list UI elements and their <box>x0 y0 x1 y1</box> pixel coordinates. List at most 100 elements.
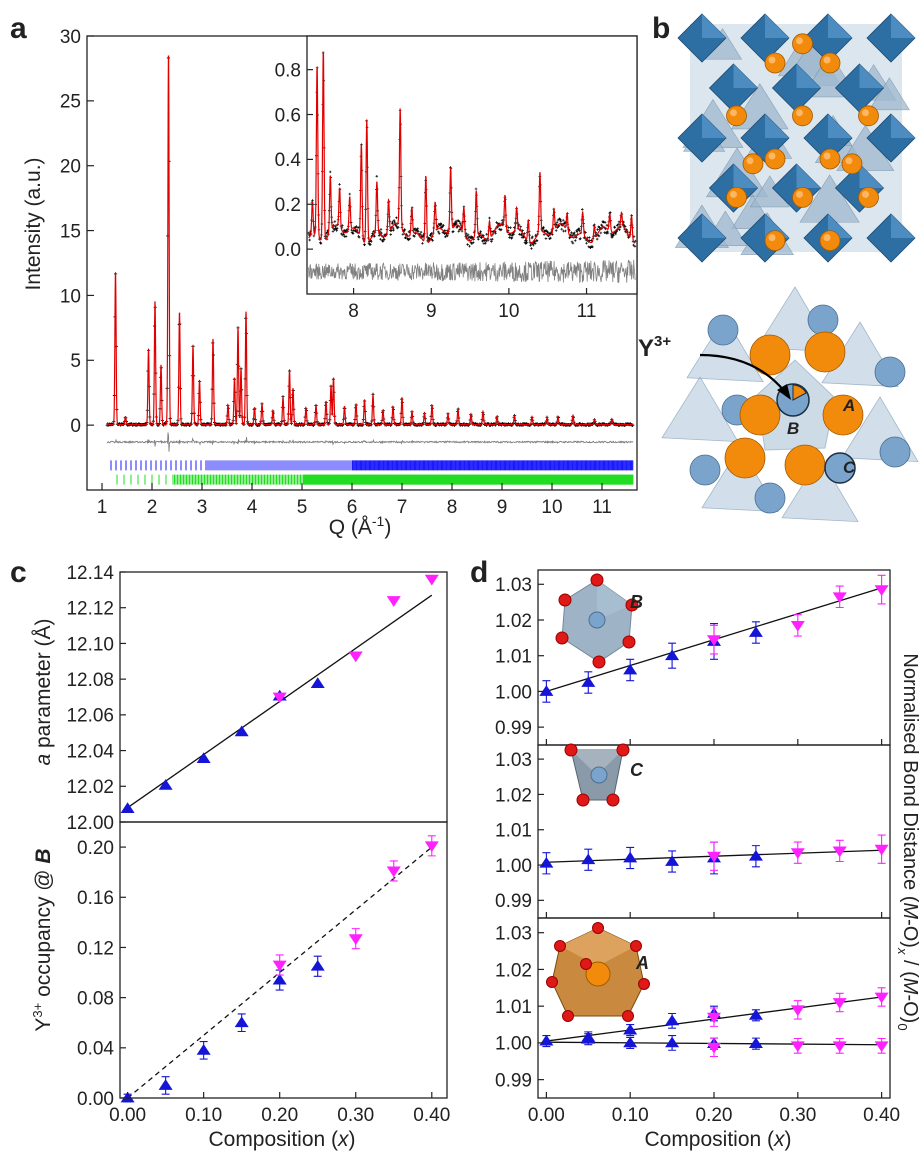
observed-point <box>416 230 420 233</box>
observed-point <box>442 224 445 227</box>
observed-point <box>521 229 524 232</box>
oxygen-atom <box>590 573 604 587</box>
observed-point <box>392 219 396 222</box>
observed-point <box>308 238 312 242</box>
sphere-highlight <box>730 190 737 198</box>
x-tick-label: 0.10 <box>185 1105 222 1126</box>
observed-point <box>523 232 526 235</box>
observed-point <box>437 230 440 234</box>
observed-point <box>466 233 470 237</box>
y-tick-label: 5 <box>70 351 81 372</box>
observed-point <box>344 235 348 238</box>
up-triangle-marker <box>539 685 554 696</box>
sphere-highlight <box>823 56 831 64</box>
up-triangle-marker <box>665 1014 680 1026</box>
observed-point <box>479 230 482 233</box>
octahedron-b-icon <box>555 573 639 669</box>
oxygen-atom <box>546 976 558 988</box>
observed-point <box>446 234 449 238</box>
observed-point <box>570 231 573 234</box>
observed-point <box>404 236 407 239</box>
up-triangle-marker <box>581 676 596 687</box>
y-tick-label: 0.4 <box>275 150 302 171</box>
oxygen-atom <box>638 978 650 990</box>
observed-point <box>512 232 516 236</box>
observed-point <box>437 232 441 235</box>
panel-label-b: b <box>652 12 670 45</box>
y-tick-label: 0.12 <box>77 938 114 959</box>
observed-point <box>606 231 610 235</box>
observed-point <box>333 228 336 232</box>
down-triangle-marker <box>790 1041 805 1053</box>
y-tick-label: 1.03 <box>495 575 532 596</box>
observed-point <box>396 225 400 229</box>
y-tick-label: 0.99 <box>495 718 532 739</box>
c-site-sphere <box>824 452 856 484</box>
observed-point <box>379 228 383 231</box>
observed-point <box>585 241 588 245</box>
octahedron-facet <box>597 580 632 620</box>
panel-label-c: c <box>10 556 27 589</box>
octahedron-facet <box>733 64 758 88</box>
cation-sphere <box>819 148 841 170</box>
sphere-highlight <box>768 152 776 160</box>
y3-arrow-head <box>777 384 791 400</box>
octahedron-facet <box>796 164 821 188</box>
cation-sphere <box>726 186 747 208</box>
x-tick-label: 0.40 <box>863 1105 900 1126</box>
observed-point <box>623 225 627 228</box>
x-tick-label: 2 <box>147 497 158 518</box>
sphere-highlight <box>768 234 776 242</box>
powder-diffraction-inset: 0.0 0.2 0.4 0.6 0.8 8 9 10 11 <box>275 35 638 322</box>
observed-point <box>471 241 475 244</box>
observed-point <box>478 231 482 235</box>
up-triangle-marker <box>748 1037 763 1049</box>
dodecahedral-cation-sphere <box>784 444 826 486</box>
observed-point <box>468 244 471 248</box>
inset-frame <box>306 35 638 295</box>
tetrahedron <box>686 316 764 383</box>
observed-point <box>563 222 566 225</box>
down-triangle-marker <box>874 585 889 596</box>
sphere-highlight <box>796 109 803 117</box>
observed-point <box>389 233 393 236</box>
x-tick-label: 0.20 <box>696 1105 733 1126</box>
dodecahedral-cation-sphere <box>724 437 766 479</box>
dodecahedral-cation-sphere <box>739 394 781 436</box>
y-tick-label: 12.02 <box>66 777 114 798</box>
y-tick-label: 1.01 <box>495 997 532 1018</box>
oxygen-atom <box>630 940 642 952</box>
tetrahedral-cation-sphere <box>879 436 911 468</box>
up-triangle-marker <box>748 1009 763 1020</box>
y-tick-label: 12.14 <box>66 563 114 584</box>
observed-point <box>390 222 394 226</box>
observed-point <box>555 221 559 224</box>
inset-calculated-profile <box>308 51 636 244</box>
observed-point <box>560 227 564 231</box>
tetrahedral-cation-sphere <box>707 314 739 346</box>
oxygen-atom <box>606 793 620 807</box>
observed-point <box>379 237 382 241</box>
x-tick-label: 7 <box>397 497 408 518</box>
cation-sphere <box>792 186 813 208</box>
observed-point <box>348 192 352 196</box>
observed-point <box>603 221 607 224</box>
observed-point <box>457 230 461 233</box>
observed-point <box>466 243 469 246</box>
y-tick-label: 0.08 <box>77 988 114 1009</box>
up-triangle-marker <box>196 752 211 764</box>
y-tick-label: 1.02 <box>495 785 532 806</box>
observed-point <box>355 225 358 228</box>
observed-point <box>575 230 579 234</box>
observed-point <box>480 236 483 239</box>
observed-point <box>508 236 511 239</box>
garnet-structure-view <box>674 13 916 263</box>
y-tick-label: 12.04 <box>66 741 114 762</box>
observed-point <box>373 234 376 238</box>
octahedron-facet <box>796 64 821 88</box>
observed-point <box>443 232 446 235</box>
y-tick-label: 0.99 <box>495 891 532 912</box>
observed-point <box>595 237 599 241</box>
observed-point <box>390 229 394 232</box>
c-top-ylabel: a parameter (Å) <box>32 618 55 765</box>
